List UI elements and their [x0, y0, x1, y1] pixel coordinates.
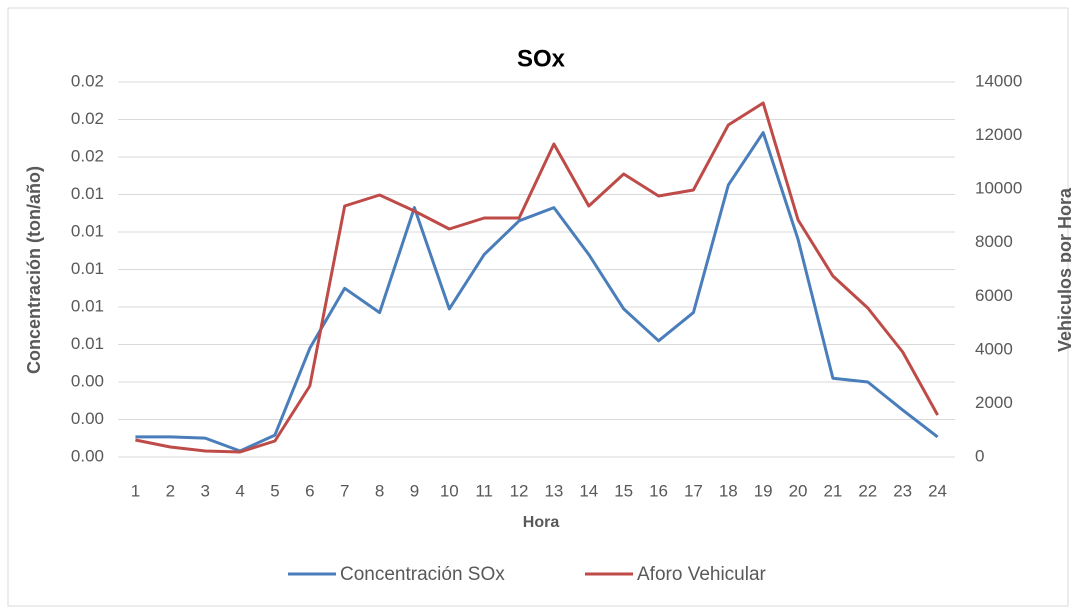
x-tick-label: 10: [440, 481, 459, 500]
y-tick-label: 0.01: [71, 259, 104, 278]
x-tick-label: 11: [475, 481, 493, 500]
x-tick-label: 14: [579, 481, 598, 500]
y-tick-label: 0.02: [71, 146, 104, 165]
x-tick-label: 20: [789, 481, 808, 500]
y-tick-label: 0.02: [71, 109, 104, 128]
y2-tick-label: 2000: [975, 393, 1013, 412]
y-tick-label: 0.01: [71, 184, 104, 203]
y-tick-label: 0.00: [71, 446, 104, 465]
chart-title: SOx: [517, 45, 566, 72]
x-tick-label: 12: [510, 481, 529, 500]
x-tick-label: 3: [200, 481, 209, 500]
y2-tick-label: 12000: [975, 125, 1022, 144]
x-tick-label: 8: [375, 481, 384, 500]
y2-tick-label: 4000: [975, 339, 1013, 358]
series-line: [135, 131, 939, 453]
y2-tick-label: 8000: [975, 232, 1013, 251]
x-tick-label: 7: [340, 481, 349, 500]
y2-tick-label: 10000: [975, 179, 1022, 198]
x-tick-label: 4: [235, 481, 244, 500]
x-tick-label: 21: [823, 481, 842, 500]
y-tick-label: 0.02: [71, 71, 104, 90]
y-tick-label: 0.00: [71, 409, 104, 428]
legend-label: Concentración SOx: [340, 564, 505, 585]
x-tick-label: 15: [614, 481, 633, 500]
x-tick-label: 19: [754, 481, 773, 500]
x-tick-label: 13: [544, 481, 563, 500]
x-tick-label: 23: [893, 481, 912, 500]
y2-tick-label: 0: [975, 446, 984, 465]
y-tick-label: 0.01: [71, 296, 104, 315]
x-tick-label: 17: [684, 481, 703, 500]
legend-label: Aforo Vehicular: [637, 564, 767, 585]
x-tick-label: 16: [649, 481, 668, 500]
x-tick-label: 22: [858, 481, 877, 500]
x-tick-label: 2: [166, 481, 175, 500]
y2-axis-title: Vehiculos por Hora: [1055, 187, 1071, 352]
x-tick-label: 24: [928, 481, 947, 500]
y2-tick-label: 14000: [975, 71, 1022, 90]
x-axis-title: Hora: [523, 514, 560, 531]
y-axis-title: Concentración (ton/año): [24, 166, 44, 374]
y2-tick-label: 6000: [975, 286, 1013, 305]
x-tick-label: 6: [305, 481, 314, 500]
x-tick-label: 18: [719, 481, 738, 500]
x-tick-label: 1: [131, 481, 140, 500]
y-tick-label: 0.01: [71, 221, 104, 240]
y-tick-label: 0.01: [71, 334, 104, 353]
x-tick-label: 5: [270, 481, 279, 500]
series-line: [135, 101, 939, 454]
y-tick-label: 0.00: [71, 371, 104, 390]
x-tick-label: 9: [410, 481, 419, 500]
